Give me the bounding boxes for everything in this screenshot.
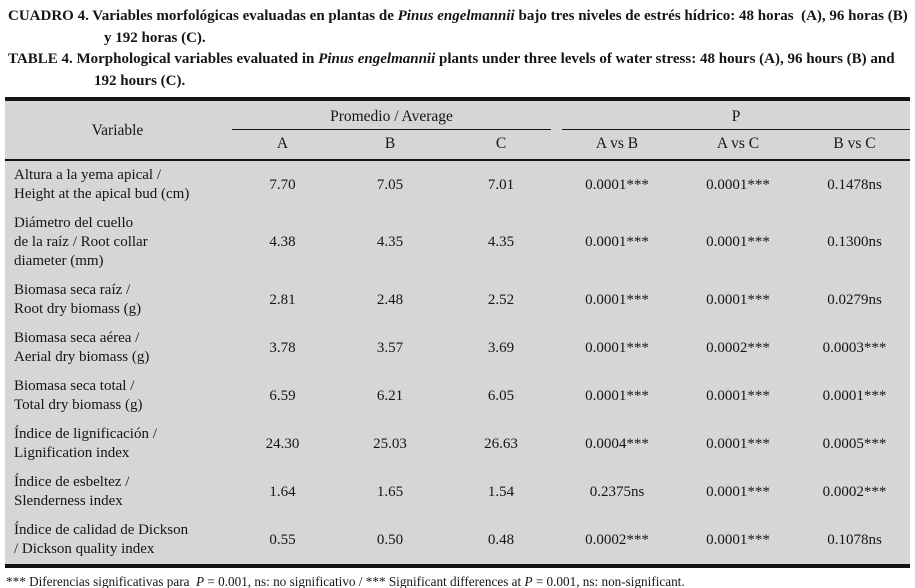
caption-spanish: CUADRO 4. Variables morfológicas evaluad…: [8, 6, 910, 49]
cell-mean-c: 1.54: [487, 483, 515, 500]
cell-mean-b: 4.35: [376, 234, 404, 250]
cell-p-b-vs-c: 0.1478ns: [827, 176, 882, 193]
cell-p-a-vs-b: 0.2375ns: [589, 483, 645, 500]
cell-mean-a: 2.81: [269, 291, 296, 308]
table-row: Biomasa seca raíz / Root dry biomass (g)…: [5, 276, 910, 324]
cell-mean-c: 0.48: [487, 531, 515, 548]
cell-p-a-vs-c: 0.0001***: [706, 387, 770, 404]
cell-mean-c: 4.35: [487, 234, 515, 250]
footnote-part2: = 0.001, ns: no significativo / *** Sign…: [204, 574, 525, 588]
morphological-variables-table: Variable Promedio / Average P A B C A vs…: [5, 97, 911, 568]
cell-mean-a: 3.78: [269, 339, 296, 356]
cell-p-a-vs-c: 0.0001***: [706, 435, 770, 452]
cell-mean-b: 1.65: [376, 483, 404, 500]
cell-mean-b: 25.03: [373, 435, 407, 452]
column-group-p-label: P: [562, 101, 911, 130]
column-header-b-vs-c: B vs C: [799, 130, 911, 161]
cell-p-a-vs-b: 0.0001***: [585, 339, 649, 356]
cell-p-a-vs-c: 0.0001***: [706, 234, 770, 250]
cell-mean-a: 6.59: [269, 387, 296, 404]
column-header-b: B: [335, 130, 445, 161]
caption-es-suffix: bajo tres niveles de estrés hídrico: 48 …: [104, 8, 912, 46]
cell-mean-c: 7.01: [487, 176, 515, 193]
table-row: Índice de esbeltez / Slenderness index 1…: [5, 468, 910, 516]
cell-mean-c: 2.52: [487, 291, 515, 308]
cell-mean-c: 6.05: [487, 387, 515, 404]
row-variable: Índice de lignificación / Lignification …: [14, 426, 157, 461]
column-header-a-vs-c: A vs C: [677, 130, 799, 161]
cell-p-a-vs-c: 0.0001***: [706, 291, 770, 308]
cell-mean-b: 2.48: [376, 291, 404, 308]
cell-p-b-vs-c: 0.0003***: [822, 339, 887, 356]
caption-es-species-name: Pinus engelmannii: [397, 8, 515, 24]
row-variable: Biomasa seca total / Total dry biomass (…: [14, 378, 143, 413]
column-group-average: Promedio / Average: [230, 99, 557, 130]
cell-mean-b: 7.05: [376, 176, 404, 193]
cell-p-b-vs-c: 0.0001***: [822, 387, 887, 404]
cell-mean-a: 7.70: [269, 176, 296, 193]
cell-mean-a: 0.55: [269, 531, 296, 548]
column-header-variable: Variable: [5, 99, 230, 161]
table-header: Variable Promedio / Average P A B C A vs…: [5, 99, 911, 161]
caption-en-suffix: plants under three levels of water stres…: [94, 51, 899, 89]
column-header-a: A: [230, 130, 335, 161]
cell-mean-b: 6.21: [376, 387, 404, 404]
row-variable: Biomasa seca aérea / Aerial dry biomass …: [14, 330, 150, 365]
cell-mean-c: 26.63: [484, 435, 518, 452]
cell-p-a-vs-c: 0.0001***: [706, 531, 770, 548]
row-variable: Biomasa seca raíz / Root dry biomass (g): [14, 282, 142, 317]
caption-en-species-name: Pinus engelmannii: [318, 51, 436, 67]
cell-mean-a: 1.64: [269, 483, 296, 500]
cell-mean-a: 24.30: [265, 435, 300, 452]
row-variable: Diámetro del cuello de la raíz / Root co…: [14, 215, 148, 269]
cell-p-a-vs-c: 0.0001***: [706, 483, 770, 500]
significance-footnote: *** Diferencias significativas para P = …: [5, 568, 910, 588]
cell-mean-c: 3.69: [487, 339, 515, 356]
table-row: Índice de calidad de Dickson / Dickson q…: [5, 516, 910, 566]
cell-p-a-vs-b: 0.0004***: [585, 435, 649, 452]
column-header-a-vs-b: A vs B: [557, 130, 677, 161]
caption-es-prefix: CUADRO 4. Variables morfológicas evaluad…: [8, 8, 398, 24]
cell-p-a-vs-b: 0.0002***: [585, 531, 649, 548]
table-row: Biomasa seca aérea / Aerial dry biomass …: [5, 324, 910, 372]
table-captions: CUADRO 4. Variables morfológicas evaluad…: [5, 4, 910, 97]
footnote-part1: *** Diferencias significativas para: [6, 574, 197, 588]
caption-english: TABLE 4. Morphological variables evaluat…: [8, 49, 910, 92]
row-variable: Índice de calidad de Dickson / Dickson q…: [14, 522, 189, 557]
cell-p-b-vs-c: 0.1078ns: [827, 531, 882, 548]
row-variable: Índice de esbeltez / Slenderness index: [14, 474, 130, 509]
column-header-c: C: [445, 130, 557, 161]
cell-p-b-vs-c: 0.1300ns: [827, 234, 882, 250]
column-group-p: P: [557, 99, 911, 130]
row-variable: Altura a la yema apical / Height at the …: [14, 167, 190, 202]
table-row: Altura a la yema apical / Height at the …: [5, 160, 910, 209]
cell-p-a-vs-b: 0.0001***: [585, 234, 649, 250]
cell-mean-b: 0.50: [376, 531, 404, 548]
cell-mean-a: 4.38: [269, 234, 296, 250]
cell-p-a-vs-b: 0.0001***: [585, 176, 649, 193]
cell-p-a-vs-c: 0.0002***: [706, 339, 770, 356]
caption-en-prefix: TABLE 4. Morphological variables evaluat…: [8, 51, 319, 67]
footnote-p-symbol: P: [524, 574, 533, 588]
table-row: Biomasa seca total / Total dry biomass (…: [5, 372, 910, 420]
column-group-average-label: Promedio / Average: [232, 101, 551, 130]
cell-p-a-vs-b: 0.0001***: [585, 387, 649, 404]
cell-p-b-vs-c: 0.0279ns: [827, 291, 882, 308]
cell-p-b-vs-c: 0.0005***: [822, 435, 887, 452]
table-body: Altura a la yema apical / Height at the …: [5, 160, 910, 566]
cell-mean-b: 3.57: [376, 339, 404, 356]
cell-p-a-vs-c: 0.0001***: [706, 176, 770, 193]
cell-p-a-vs-b: 0.0001***: [585, 291, 649, 308]
table-row: Diámetro del cuello de la raíz / Root co…: [5, 209, 910, 276]
cell-p-b-vs-c: 0.0002***: [822, 483, 887, 500]
footnote-p-symbol: P: [196, 574, 205, 588]
table-row: Índice de lignificación / Lignification …: [5, 420, 910, 468]
footnote-part3: = 0.001, ns: non-significant.: [532, 574, 685, 588]
